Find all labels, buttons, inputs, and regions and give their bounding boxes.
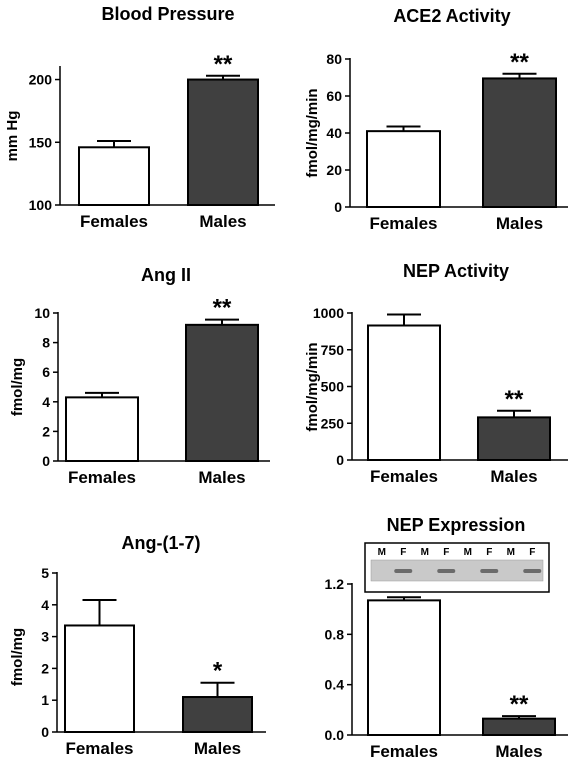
y-tick-label: 40 <box>326 125 342 141</box>
y-axis-label: fmol/mg <box>9 628 26 686</box>
category-label: Females <box>80 212 148 231</box>
category-label: Males <box>198 468 245 487</box>
blot-lane-label: F <box>529 547 535 558</box>
y-tick-label: 8 <box>42 335 50 351</box>
y-tick-label: 1000 <box>313 305 344 321</box>
blot-lane-label: F <box>443 547 449 558</box>
y-tick-label: 0.0 <box>325 727 345 743</box>
blot-lane-label: F <box>486 547 492 558</box>
y-tick-label: 0 <box>42 453 50 469</box>
bar-males <box>477 416 551 461</box>
y-axis-label: fmol/mg <box>9 358 26 416</box>
y-axis-label: fmol/mg/min <box>304 88 321 177</box>
y-tick-label: 250 <box>321 415 345 431</box>
chart-title: Blood Pressure <box>101 4 234 24</box>
y-tick-label: 10 <box>34 305 50 321</box>
y-tick-label: 2 <box>41 660 49 676</box>
significance-marker: ** <box>214 51 233 78</box>
bar-males <box>185 323 259 462</box>
blot-lane-label: M <box>421 547 429 558</box>
chart-title: NEP Activity <box>403 261 509 281</box>
blot-lane-label: F <box>400 547 406 558</box>
y-tick-label: 1.2 <box>325 576 345 592</box>
category-label: Females <box>370 742 438 761</box>
bar-females <box>366 130 441 208</box>
significance-marker: * <box>213 658 223 685</box>
bar-males <box>482 77 557 208</box>
y-tick-label: 150 <box>29 134 53 150</box>
blot-band <box>523 569 542 573</box>
y-tick-label: 60 <box>326 88 342 104</box>
bar-females <box>64 624 135 733</box>
y-tick-label: 0.8 <box>325 626 345 642</box>
blot-lane-label: M <box>378 547 386 558</box>
chart-3: Ang II fmol/mg 0 2 4 6 8 10 Females ** Males <box>9 265 270 487</box>
bar-females <box>367 599 441 736</box>
y-tick-label: 2 <box>42 423 50 439</box>
blot-band <box>480 569 499 573</box>
y-tick-label: 5 <box>41 565 49 581</box>
y-tick-label: 0.4 <box>325 677 345 693</box>
category-label: Females <box>65 739 133 758</box>
y-tick-label: 4 <box>41 597 49 613</box>
chart-5: Ang-(1-7) fmol/mg 0 1 2 3 4 5 Females * Males <box>9 533 266 758</box>
category-label: Females <box>370 467 438 486</box>
significance-marker: ** <box>505 386 524 413</box>
chart-title: Ang-(1-7) <box>122 533 201 553</box>
chart-2: ACE2 Activity fmol/mg/min 0 20 40 60 80 Females… <box>304 6 568 233</box>
bar-females <box>65 396 139 462</box>
y-tick-label: 0 <box>41 724 49 740</box>
significance-marker: ** <box>510 691 529 718</box>
chart-title: Ang II <box>141 265 191 285</box>
blot-band <box>394 569 413 573</box>
y-tick-label: 200 <box>29 72 53 88</box>
blot-lane-label: M <box>507 547 515 558</box>
bar-females <box>367 324 441 461</box>
category-label: Males <box>199 212 246 231</box>
y-axis-label: mm Hg <box>4 111 21 162</box>
y-tick-label: 80 <box>326 51 342 67</box>
category-label: Males <box>490 467 537 486</box>
chart-6: NEP Expression 0.0 0.4 0.8 1.2 Females ** Males… <box>325 515 568 761</box>
y-axis-label: fmol/mg/min <box>304 342 321 431</box>
chart-title: NEP Expression <box>387 515 526 535</box>
blot-membrane <box>370 559 544 582</box>
bar-females <box>78 146 150 206</box>
blot-lane-label: M <box>464 547 472 558</box>
bar-males <box>182 696 253 734</box>
chart-4: NEP Activity fmol/mg/min 0 250 500 750 1000 Fem… <box>304 261 568 486</box>
category-label: Females <box>68 468 136 487</box>
y-tick-label: 3 <box>41 629 49 645</box>
blot-band <box>437 569 456 573</box>
y-tick-label: 500 <box>321 379 345 395</box>
y-tick-label: 750 <box>321 342 345 358</box>
y-tick-label: 0 <box>334 199 342 215</box>
category-label: Males <box>194 739 241 758</box>
significance-marker: ** <box>213 295 232 322</box>
y-tick-label: 1 <box>41 692 49 708</box>
y-tick-label: 0 <box>336 452 344 468</box>
chart-1: Blood Pressure mm Hg 100 150 200 Females ** Mal… <box>4 4 275 231</box>
bar-males <box>187 78 259 206</box>
chart-title: ACE2 Activity <box>393 6 510 26</box>
category-label: Males <box>495 742 542 761</box>
significance-marker: ** <box>510 49 529 76</box>
y-tick-label: 20 <box>326 162 342 178</box>
bar-males <box>482 717 556 736</box>
category-label: Males <box>496 214 543 233</box>
y-tick-label: 6 <box>42 364 50 380</box>
category-label: Females <box>369 214 437 233</box>
y-tick-label: 4 <box>42 394 50 410</box>
y-tick-label: 100 <box>29 197 53 213</box>
